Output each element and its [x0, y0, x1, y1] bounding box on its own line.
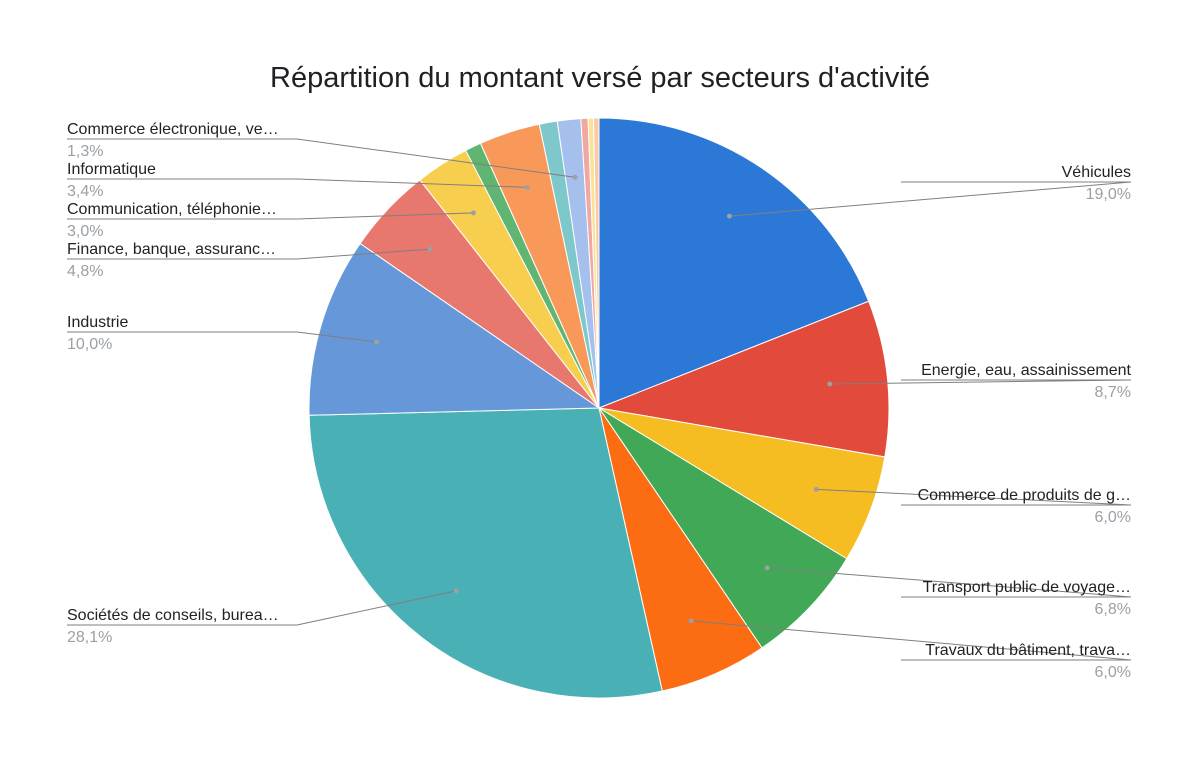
slice-percent: 3,4%	[67, 183, 103, 200]
slice-percent: 3,0%	[67, 223, 103, 240]
leader-dot	[688, 618, 694, 624]
leader-line	[296, 331, 377, 343]
slice-percent: 8,7%	[1095, 384, 1131, 401]
leader-line	[296, 212, 474, 220]
slice-percent: 6,0%	[1095, 664, 1131, 681]
pie-slice	[598, 117, 870, 409]
leader-dot	[813, 486, 819, 492]
slice-percent: 1,3%	[67, 143, 103, 160]
slice-percent: 6,0%	[1095, 509, 1131, 526]
slice-label: Commerce électronique, ve…	[67, 121, 279, 138]
leader-dot	[572, 174, 578, 180]
leader-dot	[427, 246, 433, 252]
slice-label: Industrie	[67, 314, 128, 331]
leader-line	[691, 620, 1132, 661]
slice-label: Commerce de produits de g…	[918, 487, 1131, 504]
slice-label: Sociétés de conseils, burea…	[67, 607, 279, 624]
pie-slice	[308, 407, 663, 699]
slice-label: Communication, téléphonie…	[67, 201, 277, 218]
slice-label: Energie, eau, assainissement	[921, 362, 1131, 379]
slice-percent: 6,8%	[1095, 601, 1131, 618]
slice-percent: 28,1%	[67, 629, 112, 646]
leader-line	[296, 178, 528, 188]
leader-line	[729, 181, 1132, 217]
leader-line	[816, 488, 1132, 506]
leader-dot	[453, 588, 459, 594]
leader-line	[296, 248, 430, 260]
slice-label: Finance, banque, assuranc…	[67, 241, 276, 258]
leader-dot	[726, 213, 732, 219]
leader-dot	[524, 184, 530, 190]
leader-line	[296, 590, 457, 626]
leader-dot	[374, 339, 380, 345]
leader-dot	[470, 210, 476, 216]
pie-slice	[308, 242, 601, 416]
leader-line	[829, 379, 1132, 385]
chart-title: Répartition du montant versé par secteur…	[270, 62, 930, 94]
leader-line	[296, 138, 576, 178]
slice-percent: 19,0%	[1086, 186, 1131, 203]
leader-dot	[764, 565, 770, 571]
pie-slice	[593, 117, 600, 409]
slice-label: Travaux du bâtiment, trava…	[925, 642, 1131, 659]
slice-percent: 4,8%	[67, 263, 103, 280]
pie-slice	[597, 300, 890, 458]
slice-label: Informatique	[67, 161, 156, 178]
pie-slice	[598, 407, 848, 649]
slice-label: Transport public de voyage…	[923, 579, 1131, 596]
leader-dot	[827, 381, 833, 387]
slice-percent: 10,0%	[67, 336, 112, 353]
leader-line	[767, 567, 1132, 598]
slice-label: Véhicules	[1062, 164, 1131, 181]
